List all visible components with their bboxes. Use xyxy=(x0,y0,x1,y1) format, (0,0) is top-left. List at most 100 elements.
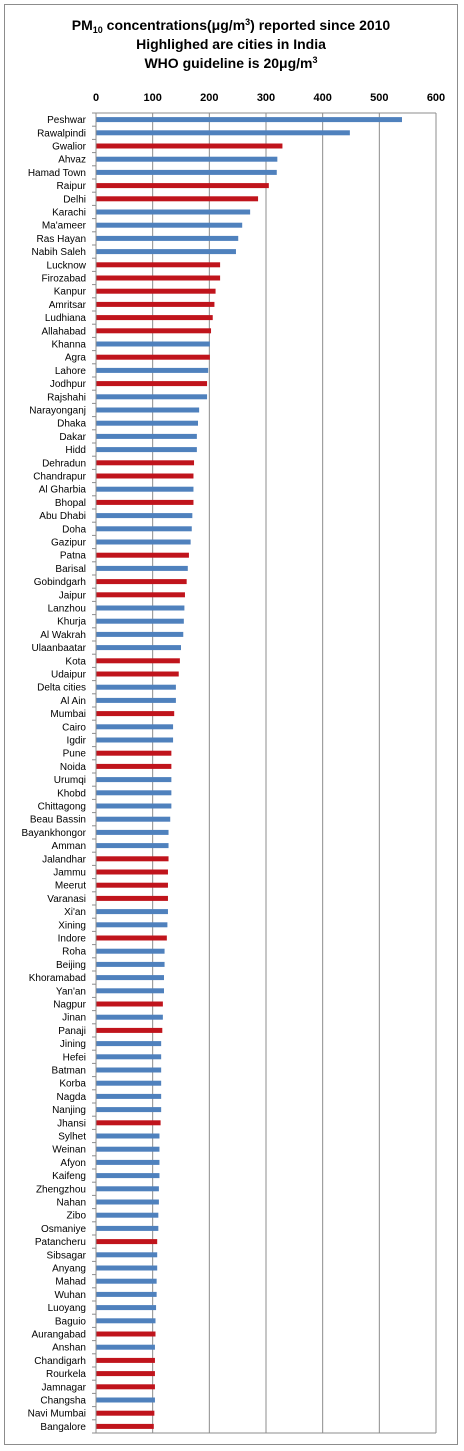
bar-rajshahi xyxy=(96,394,208,400)
bar-changsha xyxy=(96,1397,155,1403)
category-label: Agra xyxy=(65,353,87,364)
bar-doha xyxy=(96,526,192,532)
bar-anyang xyxy=(96,1265,158,1271)
category-label: Pune xyxy=(63,749,87,760)
bar-sylhet xyxy=(96,1133,160,1139)
bar-khanna xyxy=(96,341,210,347)
category-label: Kaifeng xyxy=(52,1171,86,1182)
category-label: Jalandhar xyxy=(42,854,87,865)
x-tick-label: 300 xyxy=(257,92,275,104)
bar-meerut xyxy=(96,882,168,888)
category-label: Ma'ameer xyxy=(42,221,87,232)
bar-delhi xyxy=(96,196,259,202)
category-label: Mumbai xyxy=(50,709,86,720)
category-label: Luoyang xyxy=(48,1303,86,1314)
bar-indore xyxy=(96,935,167,941)
category-label: Nanjing xyxy=(52,1105,86,1116)
category-label: Allahabad xyxy=(42,326,86,337)
bar-jamnagar xyxy=(96,1384,155,1390)
category-label: Cairo xyxy=(62,722,86,733)
bar-khoramabad xyxy=(96,975,164,981)
bar-agra xyxy=(96,354,210,360)
bar-jaipur xyxy=(96,592,185,598)
category-label: Al Ain xyxy=(60,696,86,707)
category-label: Yan'an xyxy=(56,986,86,997)
category-label: Amman xyxy=(52,841,86,852)
bar-navi-mumbai xyxy=(96,1410,155,1416)
category-label: Varanasi xyxy=(47,894,86,905)
category-label: Jamnagar xyxy=(42,1382,87,1393)
bar-hamad-town xyxy=(96,169,277,175)
category-label: Urumqi xyxy=(54,775,86,786)
bar-korba xyxy=(96,1080,162,1086)
category-label: Dehradun xyxy=(42,458,86,469)
category-label: Rourkela xyxy=(46,1369,86,1380)
bar-mumbai xyxy=(96,711,175,717)
bar-lanzhou xyxy=(96,605,185,611)
bar-gwalior xyxy=(96,143,283,149)
chart-title: PM10 concentrations(μg/m3) reported sinc… xyxy=(4,16,458,73)
bar-khobd xyxy=(96,790,172,796)
x-tick-label: 400 xyxy=(313,92,331,104)
bar-al-wakrah xyxy=(96,631,184,637)
category-label: Meerut xyxy=(55,881,86,892)
category-label: Chandigarh xyxy=(34,1356,86,1367)
category-label: Karachi xyxy=(52,208,86,219)
bar-ma-ameer xyxy=(96,222,243,228)
category-label: Al Wakrah xyxy=(40,630,86,641)
category-label: Dhaka xyxy=(57,419,86,430)
bar-aurangabad xyxy=(96,1331,156,1337)
category-label: Lucknow xyxy=(47,260,87,271)
bar-ahvaz xyxy=(96,156,278,162)
bar-raipur xyxy=(96,183,269,189)
bar-pune xyxy=(96,750,172,756)
x-tick-label: 200 xyxy=(200,92,218,104)
bar-gazipur xyxy=(96,539,191,545)
bar-xi-an xyxy=(96,909,168,915)
bar-barisal xyxy=(96,565,188,571)
category-label: Hefei xyxy=(63,1052,86,1063)
bar-peshwar xyxy=(96,117,402,123)
bar-amman xyxy=(96,843,169,849)
category-label: Gazipur xyxy=(51,538,87,549)
category-label: Xi'an xyxy=(64,907,86,918)
category-label: Anshan xyxy=(52,1343,86,1354)
bar-ras-hayan xyxy=(96,235,239,241)
x-tick-label: 100 xyxy=(143,92,161,104)
bar-kanpur xyxy=(96,288,216,294)
category-label: Jining xyxy=(60,1039,86,1050)
bar-bhopal xyxy=(96,499,194,505)
bar-rourkela xyxy=(96,1371,155,1377)
bar-nabih-saleh xyxy=(96,249,236,255)
category-label: Lahore xyxy=(55,366,87,377)
category-label: Delta cities xyxy=(37,683,86,694)
category-label: Ludhiana xyxy=(45,313,87,324)
category-label: Narayonganj xyxy=(29,406,86,417)
category-label: Gwalior xyxy=(52,142,87,153)
category-label: Afyon xyxy=(60,1158,86,1169)
category-label: Barisal xyxy=(55,564,86,575)
bar-patna xyxy=(96,552,189,558)
bar-bangalore xyxy=(96,1423,154,1429)
category-label: Firozabad xyxy=(42,274,86,285)
category-label: Baguio xyxy=(55,1316,87,1327)
bar-ludhiana xyxy=(96,315,213,321)
category-label: Rajshahi xyxy=(47,392,86,403)
bar-kaifeng xyxy=(96,1173,160,1179)
bar-patancheru xyxy=(96,1239,158,1245)
bar-kota xyxy=(96,658,180,664)
x-tick-label: 0 xyxy=(93,92,99,104)
category-label: Sylhet xyxy=(58,1132,86,1143)
category-label: Weinan xyxy=(52,1145,86,1156)
category-label: Udaipur xyxy=(51,670,87,681)
category-label: Ulaanbaatar xyxy=(32,643,87,654)
category-label: Hamad Town xyxy=(28,168,86,179)
category-label: Bhopal xyxy=(55,498,86,509)
category-label: Jaipur xyxy=(59,590,87,601)
bar-noida xyxy=(96,763,172,769)
category-label: Nagpur xyxy=(53,1000,86,1011)
bar-wuhan xyxy=(96,1291,157,1297)
bar-rawalpindi xyxy=(96,130,350,136)
bar-batman xyxy=(96,1067,162,1073)
